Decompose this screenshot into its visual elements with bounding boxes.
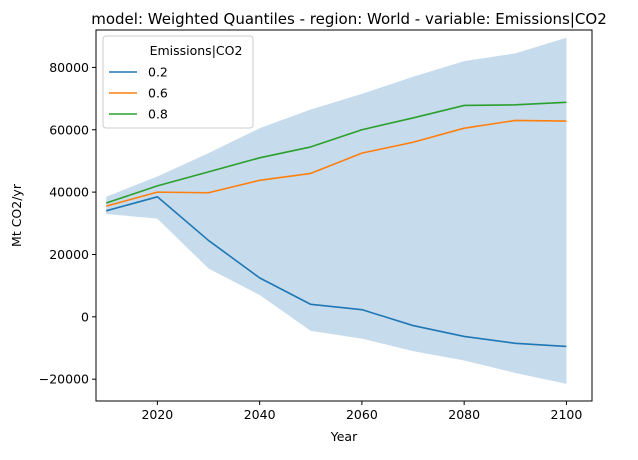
y-tick-label: 20000: [49, 247, 89, 262]
x-axis-label: Year: [330, 429, 358, 444]
legend-label-0.6: 0.6: [148, 86, 168, 101]
y-tick-label: 80000: [49, 60, 89, 75]
x-tick-label: 2020: [141, 407, 173, 422]
quantile-band: [106, 37, 567, 384]
x-axis: 2020 2040 2060 2080 2100: [141, 401, 582, 422]
chart-title: model: Weighted Quantiles - region: Worl…: [91, 10, 607, 28]
y-axis-label: Mt CO2/yr: [9, 183, 24, 247]
plot-frame: [95, 29, 593, 402]
x-tick-label: 2040: [244, 407, 276, 422]
y-tick-label: 40000: [49, 185, 89, 200]
legend-label-0.8: 0.8: [148, 107, 168, 122]
legend-box: [102, 35, 254, 129]
y-tick-label: 60000: [49, 122, 89, 137]
y-tick-label: −20000: [39, 372, 89, 387]
series-line-0.2: [106, 195, 567, 348]
legend-label-0.2: 0.2: [148, 65, 168, 80]
x-tick-label: 2080: [448, 407, 480, 422]
series-line-0.6: [106, 119, 567, 207]
y-axis: −20000 0 20000 40000 60000 80000: [39, 60, 96, 387]
plot-area: [105, 37, 567, 384]
x-tick-label: 2060: [346, 407, 378, 422]
y-tick-label: 0: [81, 309, 89, 324]
legend: Emissions|CO2 0.2 0.6 0.8: [102, 35, 254, 129]
legend-title: Emissions|CO2: [150, 43, 243, 58]
series-line-0.8: [105, 101, 567, 204]
x-tick-label: 2100: [551, 407, 583, 422]
